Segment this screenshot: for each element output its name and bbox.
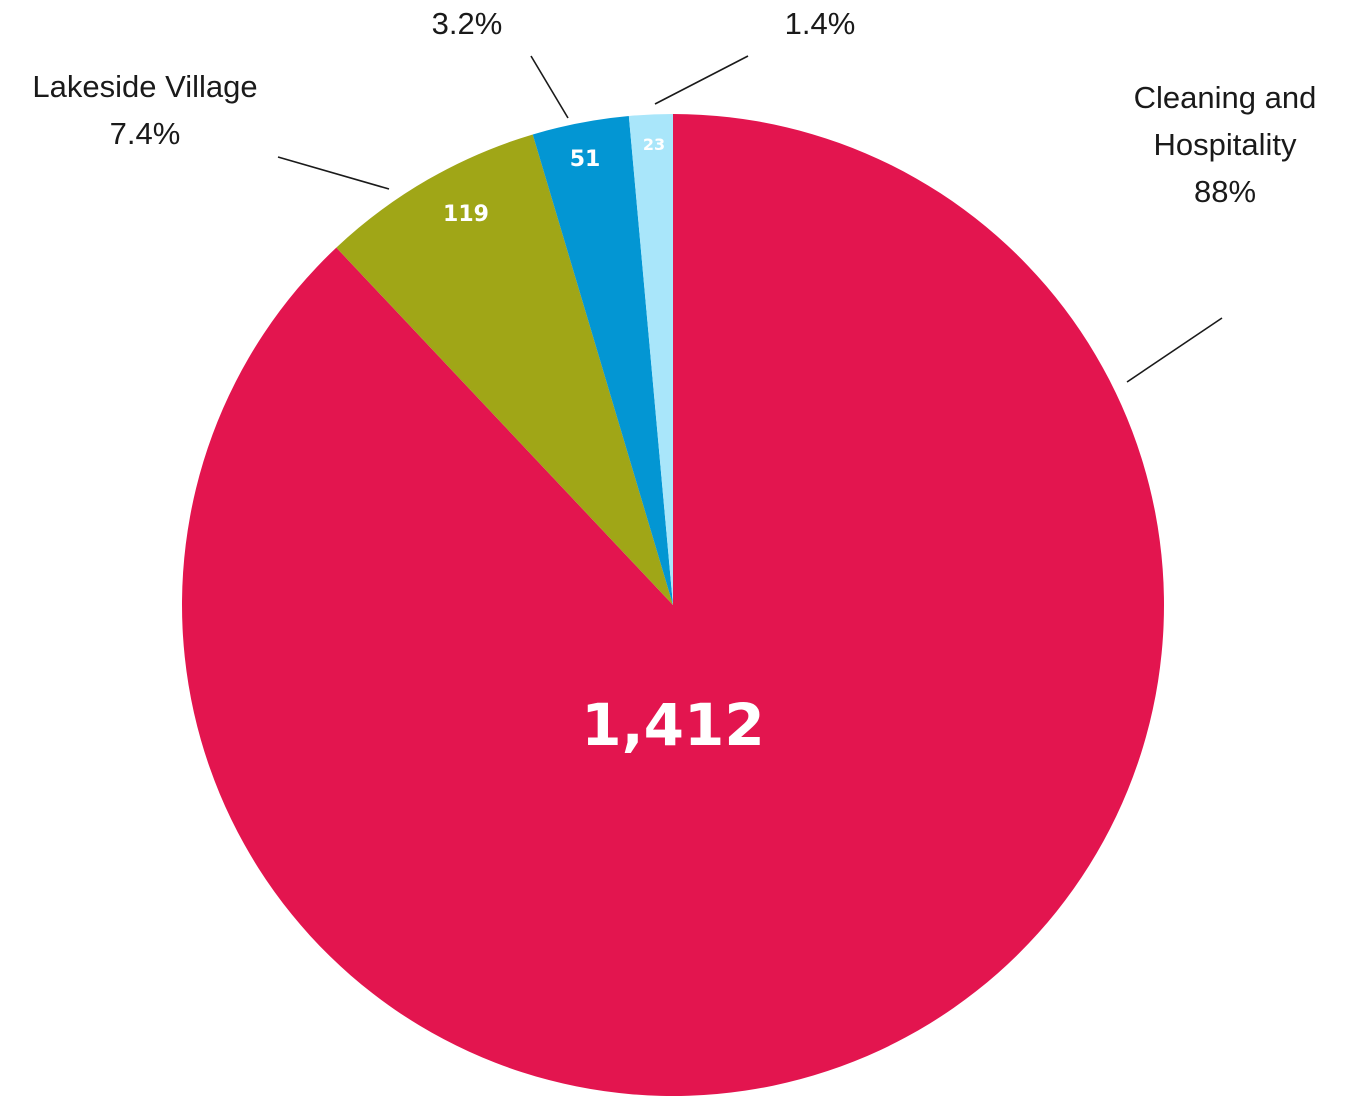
slice-name-label-0-0: Cleaning and	[1134, 80, 1317, 115]
slice-percent-label-1: 7.4%	[110, 116, 181, 151]
slice-value-label-2: 51	[570, 147, 601, 172]
slice-value-label-1: 119	[443, 202, 489, 227]
pie-slices	[181, 114, 1164, 1096]
leader-line-2	[530, 55, 569, 119]
value-labels: 1,412 119 51 23	[443, 135, 765, 759]
slice-percent-label-3: 1.4%	[785, 6, 856, 41]
pie-slice-1	[336, 134, 673, 605]
leader-line-0	[1126, 317, 1223, 383]
leader-line-3	[654, 55, 749, 105]
slice-name-label-0-1: Hospitality	[1154, 127, 1297, 162]
slice-value-label-3: 23	[643, 135, 665, 154]
slice-percent-label-2: 3.2%	[432, 6, 503, 41]
category-labels: Cleaning and Hospitality 88% Lakeside Villa…	[32, 6, 1317, 209]
slice-percent-label-0: 88%	[1194, 174, 1256, 209]
pie-slice-0	[181, 114, 1164, 1096]
leader-line-1	[277, 156, 390, 190]
pie-slice-2	[532, 115, 673, 606]
leader-lines	[277, 55, 1223, 383]
slice-value-label-0: 1,412	[581, 691, 764, 759]
pie-slice-3	[628, 114, 673, 605]
slice-name-label-1-0: Lakeside Village	[32, 69, 257, 104]
